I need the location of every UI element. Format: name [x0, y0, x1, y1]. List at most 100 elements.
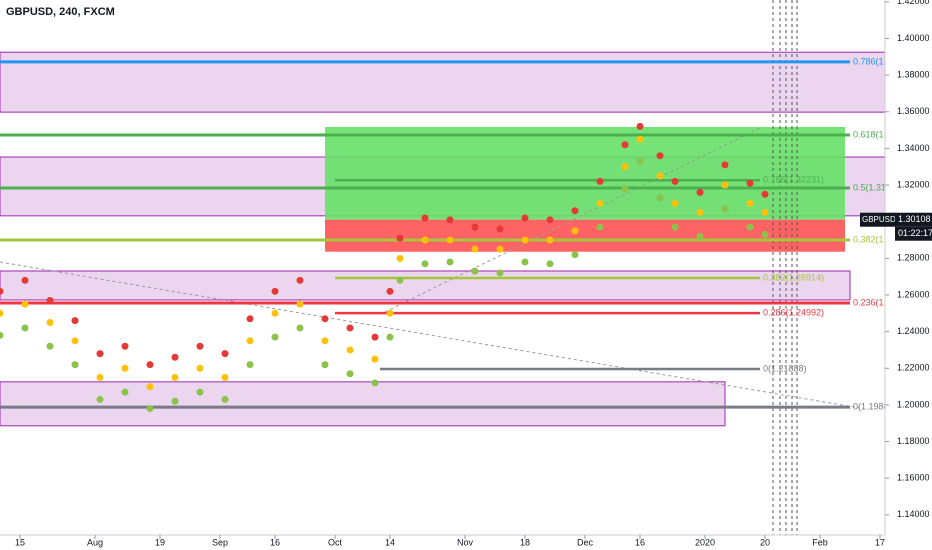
- fib-label: 0.786(1.32231): [763, 175, 824, 185]
- price-dot: [546, 236, 554, 244]
- price-dot: [221, 373, 229, 381]
- price-dot: [386, 333, 394, 341]
- price-dot: [46, 342, 54, 350]
- price-dot: [656, 152, 664, 160]
- price-dot: [386, 287, 394, 295]
- price-dot: [421, 214, 429, 222]
- fib-label: 0.382(1.28: [853, 234, 896, 244]
- price-dot: [446, 216, 454, 224]
- axes: 1.14000 1.16000 1.18000 1.20000 1.22000 1.240…: [15, 0, 932, 547]
- price-dot: [246, 337, 254, 345]
- price-dot: [721, 205, 729, 213]
- trend-line: [384, 127, 761, 313]
- price-dot: [521, 214, 529, 222]
- symbol-label: GBPUSD: [862, 215, 896, 224]
- price-dot: [46, 296, 54, 304]
- price-dot: [496, 269, 504, 277]
- price-dot: [421, 260, 429, 268]
- price-dot: [396, 254, 404, 262]
- price-dot: [96, 373, 104, 381]
- price-dot: [546, 260, 554, 268]
- x-tick-label: 16: [635, 537, 645, 547]
- fib-label: 0.382(1.26914): [763, 272, 824, 282]
- y-tick-label: 1.22000: [897, 363, 930, 373]
- price-dot: [146, 405, 154, 413]
- price-dot: [571, 227, 579, 235]
- price-dot: [246, 361, 254, 369]
- symbol-badge: [860, 212, 896, 227]
- y-tick-label: 1.14000: [897, 509, 930, 519]
- zone: [325, 126, 845, 220]
- price-dot: [521, 258, 529, 266]
- price-dot: [96, 350, 104, 358]
- price-dot: [296, 324, 304, 332]
- price-label: 1.30108: [898, 214, 931, 224]
- price-dot: [321, 361, 329, 369]
- price-dot: [621, 185, 629, 193]
- y-tick-label: 1.32000: [897, 179, 930, 189]
- chart-title: GBPUSD, 240, FXCM: [6, 6, 115, 18]
- price-dot: [636, 122, 644, 130]
- price-dot: [671, 199, 679, 207]
- price-dot: [21, 300, 29, 308]
- zone: [325, 219, 845, 252]
- x-tick-label: Dec: [577, 537, 594, 547]
- price-dot: [496, 225, 504, 233]
- price-dot: [96, 395, 104, 403]
- x-tick-label: 2020: [695, 537, 715, 547]
- x-tick-label: 18: [520, 537, 530, 547]
- price-dot: [321, 315, 329, 323]
- price-dot: [521, 236, 529, 244]
- price-dot: [271, 333, 279, 341]
- y-tick-label: 1.18000: [897, 436, 930, 446]
- price-dot: [671, 177, 679, 185]
- price-dot: [746, 223, 754, 231]
- price-dot: [696, 188, 704, 196]
- price-dot: [21, 276, 29, 284]
- price-dot: [671, 223, 679, 231]
- price-dot: [0, 331, 4, 339]
- x-tick-label: Sep: [212, 537, 228, 547]
- y-tick-label: 1.16000: [897, 473, 930, 483]
- price-dot: [471, 267, 479, 275]
- fib-label: 0.286(1.24992): [763, 307, 824, 317]
- price-dot: [386, 309, 394, 317]
- price-dot: [296, 276, 304, 284]
- price-dot: [121, 342, 129, 350]
- price-dot: [21, 324, 29, 332]
- price-dot: [221, 395, 229, 403]
- countdown-badge: [895, 226, 932, 241]
- price-dot: [571, 207, 579, 215]
- price-dot: [71, 317, 79, 325]
- levels: 0.786(1.38 0.618(1.34 0.5(1.3180 0.382(1.28…: [0, 56, 897, 411]
- fib-label: 0.618(1.34: [853, 129, 896, 139]
- price-dot: [761, 209, 769, 217]
- price-dot: [696, 209, 704, 217]
- y-tick-label: 1.38000: [897, 69, 930, 79]
- price-dot: [546, 216, 554, 224]
- price-dot: [0, 287, 4, 295]
- y-tick-label: 1.40000: [897, 33, 930, 43]
- price-dot: [746, 199, 754, 207]
- price-dot: [346, 346, 354, 354]
- price-dot: [221, 350, 229, 358]
- y-tick-label: 1.34000: [897, 143, 930, 153]
- price-dot: [146, 383, 154, 391]
- x-tick-label: 17: [875, 537, 885, 547]
- price-dot: [571, 251, 579, 259]
- price-dot: [171, 397, 179, 405]
- price-dot: [396, 276, 404, 284]
- zone: [0, 381, 726, 427]
- price-dot: [446, 236, 454, 244]
- x-tick-label: 19: [155, 537, 165, 547]
- price-dot: [346, 324, 354, 332]
- price-dot: [196, 364, 204, 372]
- price-dot: [721, 181, 729, 189]
- price-dot: [271, 309, 279, 317]
- dashed-guides: [0, 0, 861, 535]
- price-dot: [596, 223, 604, 231]
- price-dot: [636, 157, 644, 165]
- fib-label: 0(1.19887): [853, 401, 897, 411]
- price-dot: [656, 172, 664, 180]
